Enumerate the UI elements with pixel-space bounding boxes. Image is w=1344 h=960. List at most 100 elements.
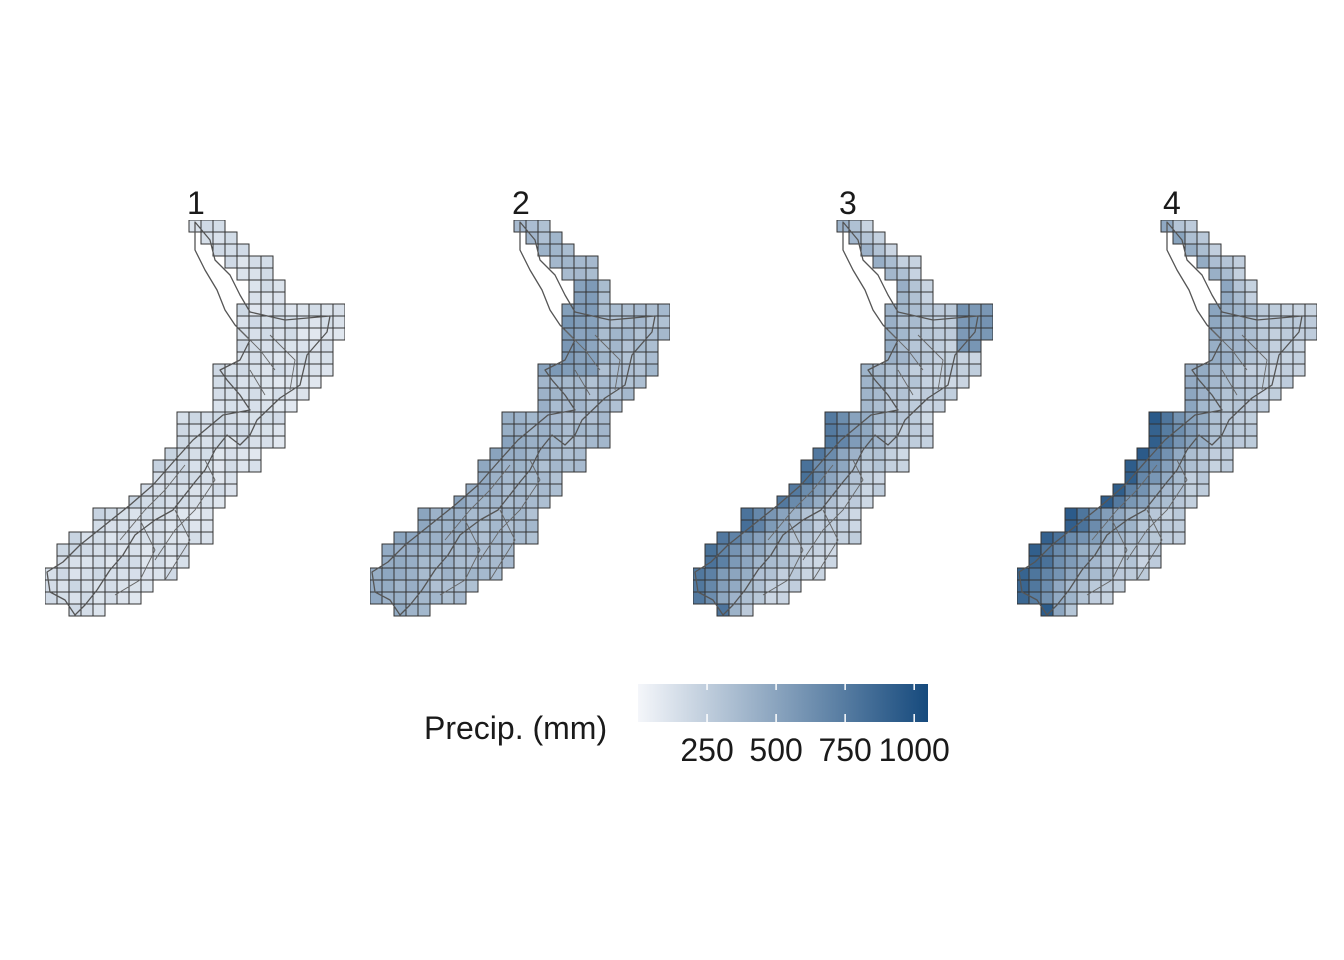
coastline <box>1018 221 1303 616</box>
grid-cell <box>68 531 82 545</box>
grid-cell <box>920 303 934 317</box>
grid-cell <box>812 555 826 569</box>
grid-cell <box>212 423 226 437</box>
map-panel-4: 4 <box>1017 180 1327 650</box>
grid-cell <box>884 243 898 257</box>
grid-cell <box>1196 243 1210 257</box>
grid-cell <box>800 555 814 569</box>
grid-cell <box>561 315 575 329</box>
grid-cell <box>260 291 274 305</box>
grid-cell <box>968 351 982 365</box>
grid-cell <box>860 399 874 413</box>
grid-cell <box>429 507 443 521</box>
grid-cell <box>573 447 587 461</box>
region-boundaries <box>1086 329 1268 596</box>
grid-cell <box>860 220 874 233</box>
grid-cell <box>633 303 647 317</box>
grid-cell <box>860 435 874 449</box>
grid-cell <box>812 567 826 581</box>
grid-cell <box>1184 231 1198 245</box>
grid-cell <box>1244 375 1258 389</box>
grid-cell <box>896 363 910 377</box>
grid-cell <box>1076 531 1090 545</box>
grid-cell <box>1088 531 1102 545</box>
grid-cell <box>561 447 575 461</box>
grid-cell <box>1148 447 1162 461</box>
grid-cell <box>453 507 467 521</box>
grid-cell <box>1232 375 1246 389</box>
grid-cell <box>1196 375 1210 389</box>
grid-cell <box>1280 363 1294 377</box>
grid-cell <box>236 255 250 269</box>
grid-cell <box>884 303 898 317</box>
grid-cell <box>501 483 515 497</box>
grid-cell <box>128 555 142 569</box>
grid-cell <box>1232 423 1246 437</box>
grid-cell <box>176 447 190 461</box>
grid-cell <box>944 303 958 317</box>
grid-cell <box>609 303 623 317</box>
grid-cell <box>1184 483 1198 497</box>
grid-cell <box>597 411 611 425</box>
grid-cell <box>716 555 730 569</box>
grid-cell <box>872 363 886 377</box>
grid-cell <box>453 567 467 581</box>
grid-cell <box>164 543 178 557</box>
grid-cell <box>740 555 754 569</box>
grid-cell <box>896 267 910 281</box>
grid-cell <box>152 567 166 581</box>
grid-cell <box>320 303 334 317</box>
grid-cell <box>896 351 910 365</box>
grid-cell <box>260 375 274 389</box>
grid-cell <box>513 459 527 473</box>
grid-cell <box>1124 555 1138 569</box>
grid-cell <box>296 387 310 401</box>
grid-cell <box>573 267 587 281</box>
grid-cell <box>549 483 563 497</box>
grid-cell <box>1244 279 1258 293</box>
grid-cell <box>200 220 214 233</box>
grid-cell <box>260 339 274 353</box>
grid-cell <box>1124 531 1138 545</box>
grid-cell <box>621 339 635 353</box>
grid-cell <box>212 387 226 401</box>
grid-cell <box>621 387 635 401</box>
grid-cell <box>1220 363 1234 377</box>
grid-cell <box>824 459 838 473</box>
legend-tick-label: 750 <box>818 732 872 768</box>
grid-cell <box>537 220 551 233</box>
grid-cell <box>308 327 322 341</box>
grid-cell <box>260 363 274 377</box>
grid-cell <box>200 471 214 485</box>
grid-cell <box>872 423 886 437</box>
grid-cell <box>477 459 491 473</box>
grid-cell <box>248 447 262 461</box>
grid-cell <box>944 327 958 341</box>
grid-cell <box>200 507 214 521</box>
grid-cell <box>1220 435 1234 449</box>
grid-cell <box>884 315 898 329</box>
grid-cell <box>1244 327 1258 341</box>
grid-cell <box>597 351 611 365</box>
grid-cell <box>1208 363 1222 377</box>
grid-cell <box>956 327 970 341</box>
grid-cell <box>872 459 886 473</box>
grid-cell <box>621 327 635 341</box>
grid-cell <box>525 471 539 485</box>
grid-cell <box>573 315 587 329</box>
grid-cell <box>1256 303 1270 317</box>
grid-cell <box>381 579 395 593</box>
grid-cell <box>308 363 322 377</box>
grid-cell <box>836 459 850 473</box>
grid-cell <box>561 327 575 341</box>
grid-cell <box>272 351 286 365</box>
grid-cell <box>537 435 551 449</box>
grid-cell <box>1052 603 1066 617</box>
grid-cell <box>296 303 310 317</box>
grid-cell <box>68 555 82 569</box>
grid-cell <box>1100 555 1114 569</box>
grid-cell <box>236 315 250 329</box>
grid-cell <box>848 220 862 233</box>
grid-cell <box>212 459 226 473</box>
